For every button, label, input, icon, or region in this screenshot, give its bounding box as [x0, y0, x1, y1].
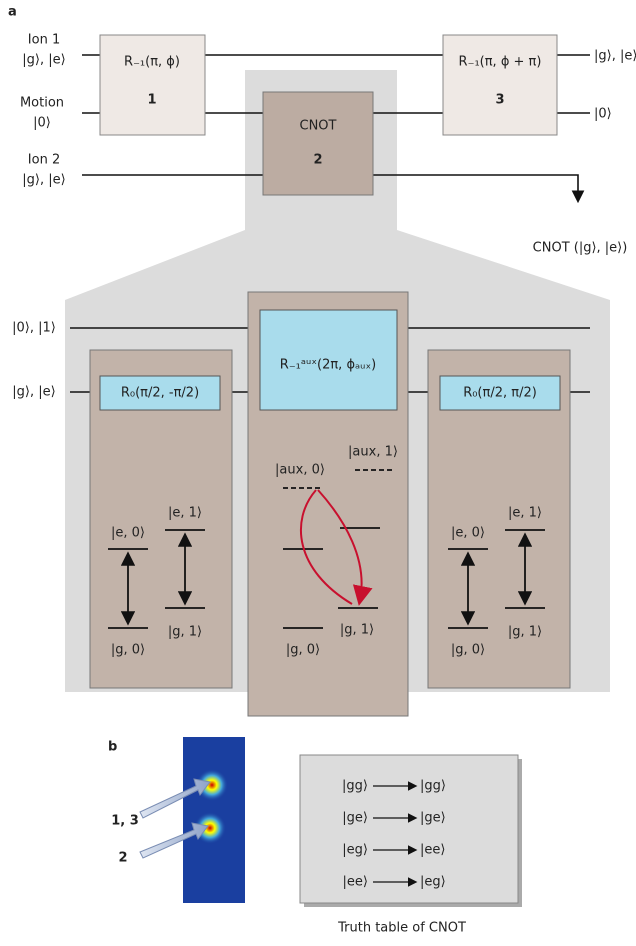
level-label: |e, 0⟩: [451, 526, 485, 541]
gate-op: R₋₁(π, ϕ + π): [459, 55, 542, 70]
state-in: |ge⟩: [342, 811, 368, 826]
input-label: Ion 1: [28, 33, 60, 48]
level-label: |e, 1⟩: [168, 506, 202, 521]
level-label: |g, 0⟩: [451, 643, 485, 658]
state-in: |ee⟩: [343, 875, 368, 890]
level-label: |aux, 0⟩: [275, 463, 325, 478]
gate-box: [263, 92, 373, 195]
level-label: |g, 1⟩: [168, 625, 202, 640]
input-label: Motion: [20, 96, 64, 111]
gate-num: 3: [495, 93, 504, 108]
output-label: |0⟩: [594, 107, 612, 122]
input-label: |g⟩, |e⟩: [22, 173, 65, 188]
state-out: |ee⟩: [420, 843, 445, 858]
output-label: |g⟩, |e⟩: [594, 49, 636, 64]
input-label: |g⟩, |e⟩: [22, 53, 65, 68]
ion-label: 1, 3: [111, 814, 139, 829]
panel-label: a: [8, 5, 17, 20]
state-out: |eg⟩: [420, 875, 446, 890]
state-out: |gg⟩: [420, 779, 446, 794]
ion-label: 2: [118, 851, 127, 866]
pulse-label: R₀(π/2, -π/2): [121, 386, 199, 401]
level-label: |g, 0⟩: [111, 643, 145, 658]
panel-label: b: [108, 740, 117, 755]
gate-num: 1: [147, 93, 156, 108]
output-label: CNOT (|g⟩, |e⟩): [533, 241, 628, 256]
level-label: |g, 0⟩: [286, 643, 320, 658]
gate-box: [100, 35, 205, 135]
gate-op: CNOT: [300, 119, 337, 134]
wire-label: |g⟩, |e⟩: [12, 385, 55, 400]
level-label: |g, 1⟩: [508, 625, 542, 640]
input-label: Ion 2: [28, 153, 60, 168]
level-label: |aux, 1⟩: [348, 445, 398, 460]
state-out: |ge⟩: [420, 811, 446, 826]
truth-table: [300, 755, 518, 903]
page: a Ion 1 |g⟩, |e⟩ Motion |0⟩ Ion 2 |g⟩, |…: [0, 0, 636, 946]
state-in: |gg⟩: [342, 779, 368, 794]
level-label: |e, 0⟩: [111, 526, 145, 541]
state-in: |eg⟩: [342, 843, 368, 858]
level-label: |g, 1⟩: [340, 623, 374, 638]
diagram: a Ion 1 |g⟩, |e⟩ Motion |0⟩ Ion 2 |g⟩, |…: [0, 0, 636, 946]
level-label: |e, 1⟩: [508, 506, 542, 521]
gate-op: R₋₁(π, ϕ): [124, 55, 180, 70]
gate-box: [443, 35, 557, 135]
wire-label: |0⟩, |1⟩: [12, 321, 56, 336]
input-label: |0⟩: [33, 116, 51, 131]
gate-num: 2: [313, 153, 322, 168]
caption: Truth table of CNOT: [337, 921, 466, 936]
pulse-label: R₋₁ᵃᵘˣ(2π, ϕₐᵤₓ): [280, 358, 376, 373]
pulse-label: R₀(π/2, π/2): [463, 386, 537, 401]
